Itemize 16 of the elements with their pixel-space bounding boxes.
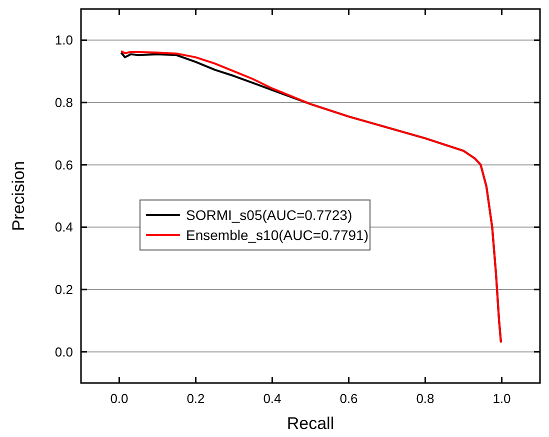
x-tick-label: 1.0 (492, 391, 511, 406)
x-tick-label: 0.2 (186, 391, 205, 406)
y-tick-label: 0.2 (54, 282, 73, 297)
y-tick-label: 1.0 (54, 32, 73, 48)
x-tick-label: 0.4 (263, 391, 282, 406)
y-tick-label: 0.8 (54, 95, 73, 110)
x-axis-title: Recall (286, 414, 334, 433)
y-tick-label: 0.0 (54, 344, 73, 360)
legend-label: SORMI_s05(AUC=0.7723) (186, 207, 352, 223)
x-tick-label: 0.0 (110, 391, 128, 406)
y-tick-label: 0.4 (54, 220, 73, 235)
x-tick-label: 0.8 (416, 391, 434, 406)
x-tick-label: 0.6 (340, 391, 358, 406)
y-axis-title: Precision (9, 161, 28, 231)
legend-label: Ensemble_s10(AUC=0.7791) (186, 227, 368, 243)
y-tick-label: 0.6 (54, 157, 73, 172)
